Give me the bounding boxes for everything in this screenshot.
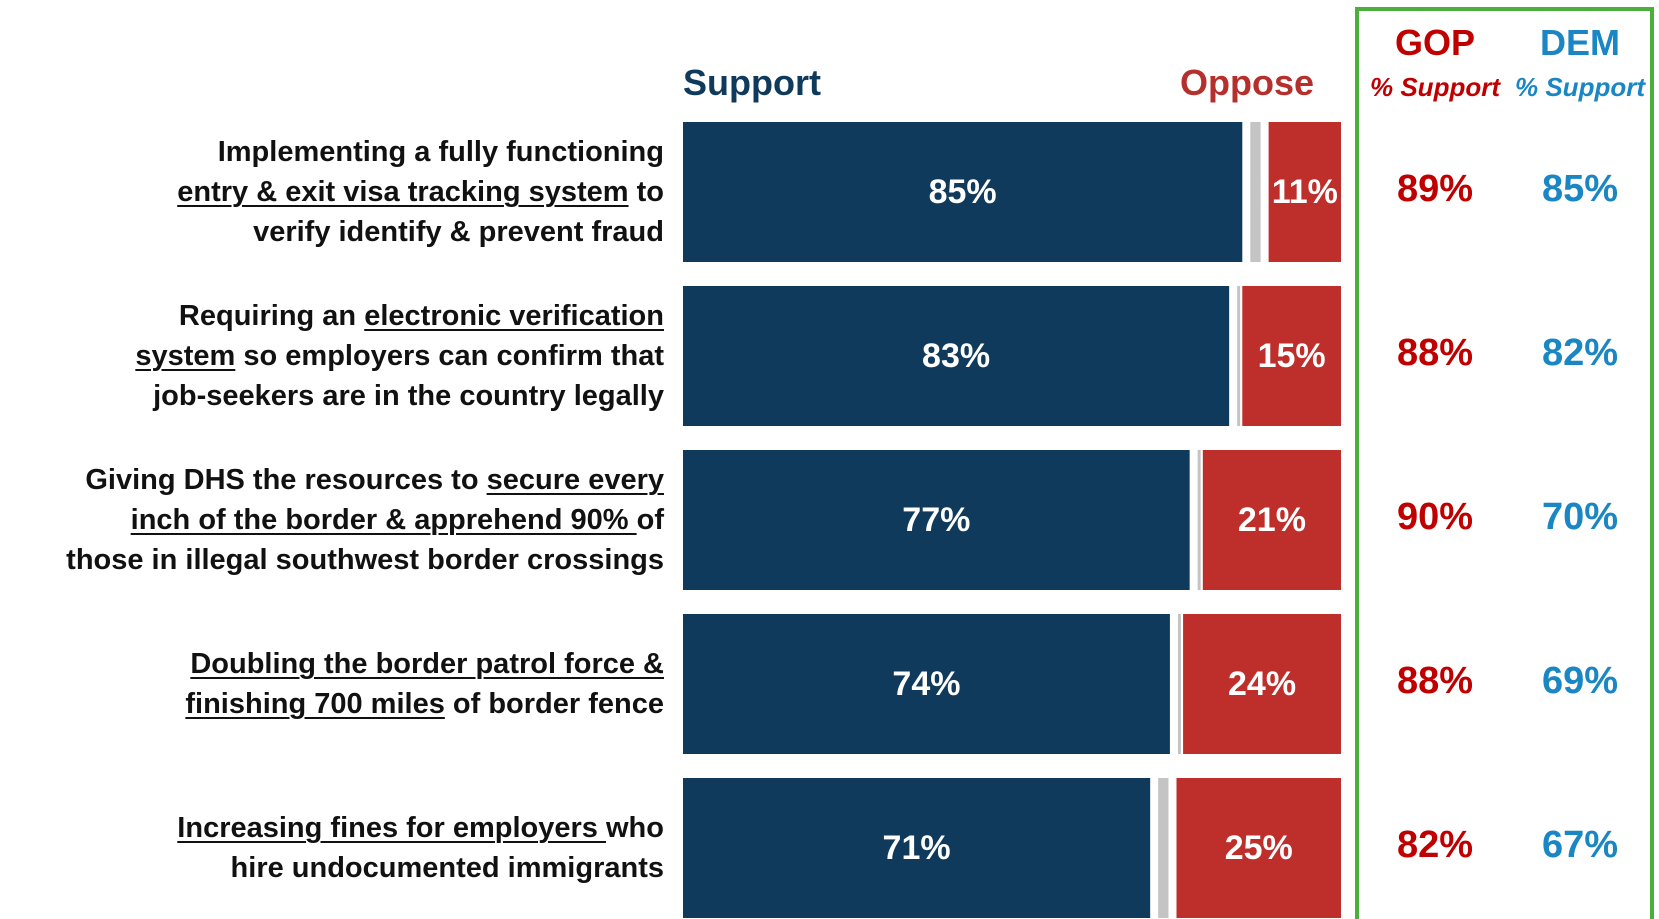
label-segment: hire undocumented immigrants	[230, 852, 664, 884]
neutral-bar	[1177, 614, 1181, 754]
oppose-bar	[1202, 450, 1341, 590]
support-value-label: 83%	[922, 337, 990, 375]
oppose-bar	[1183, 614, 1341, 754]
oppose-bar	[1176, 778, 1341, 918]
label-segment: those in illegal southwest border crossi…	[66, 544, 664, 576]
label-underlined-segment: inch of the border & apprehend 90%	[130, 504, 637, 536]
support-header: Support	[683, 62, 821, 103]
dem-header: DEM	[1540, 22, 1620, 63]
dem-support-value: 70%	[1541, 496, 1619, 538]
oppose-header: Oppose	[1180, 62, 1315, 103]
label-underlined-segment: electronic verification	[364, 300, 664, 332]
neutral-bar	[1197, 450, 1201, 590]
label-segment: Requiring an	[178, 300, 365, 332]
oppose-value-label: 25%	[1225, 829, 1293, 867]
oppose-value-label: 11%	[1272, 173, 1338, 211]
item-label: Implementing a fully functioning entry & …	[0, 132, 664, 252]
oppose-value-label: 24%	[1228, 665, 1296, 703]
support-bar	[683, 286, 1230, 426]
gop-support-value: 88%	[1396, 660, 1474, 702]
support-bar	[683, 122, 1243, 262]
label-underlined-segment: Doubling the border patrol force &	[190, 648, 664, 680]
label-segment: of border fence	[444, 688, 664, 720]
label-segment: so employers can confirm that	[235, 340, 664, 372]
dem-support-value: 82%	[1541, 332, 1619, 374]
label-underlined-segment: Increasing fines for employers	[177, 812, 606, 844]
neutral-bar	[1158, 778, 1169, 918]
label-underlined-segment: system	[135, 340, 236, 372]
label-underlined-segment: secure every	[486, 464, 664, 496]
neutral-bar	[1237, 286, 1241, 426]
item-label: Giving DHS the resources to secure every…	[0, 460, 664, 580]
item-label: Doubling the border patrol force & finish…	[0, 644, 664, 724]
support-value-label: 74%	[892, 665, 960, 703]
item-label: Requiring an electronic verification syst…	[0, 296, 664, 416]
dem-subheader: % Support	[1515, 72, 1645, 102]
label-segment: job-seekers are in the country legally	[153, 380, 664, 412]
neutral-bar	[1250, 122, 1261, 262]
support-value-label: 85%	[929, 173, 997, 211]
label-segment: Giving DHS the resources to	[85, 464, 487, 496]
party-support-box	[1355, 7, 1654, 919]
support-bar	[683, 614, 1170, 754]
oppose-value-label: 21%	[1238, 501, 1306, 539]
oppose-value-label: 15%	[1258, 337, 1326, 375]
dem-support-value: 69%	[1541, 660, 1619, 702]
oppose-bar	[1268, 122, 1341, 262]
label-segment: of	[636, 504, 664, 536]
support-bar	[683, 778, 1151, 918]
label-underlined-segment: entry & exit visa tracking system	[177, 176, 629, 208]
item-label: Increasing fines for employers who hire u…	[0, 808, 664, 888]
label-segment: verify identify & prevent fraud	[253, 216, 664, 248]
support-bar	[683, 450, 1190, 590]
gop-support-value: 89%	[1396, 168, 1474, 210]
dem-support-value: 85%	[1541, 168, 1619, 210]
gop-header: GOP	[1394, 22, 1475, 63]
support-value-label: 71%	[883, 829, 951, 867]
label-segment: to	[628, 176, 664, 208]
label-segment: Implementing a fully functioning	[217, 136, 664, 168]
label-underlined-segment: finishing 700 miles	[185, 688, 445, 720]
support-value-label: 77%	[902, 501, 970, 539]
gop-support-value: 88%	[1396, 332, 1474, 374]
dem-support-value: 67%	[1541, 824, 1619, 866]
gop-subheader: % Support	[1370, 72, 1500, 102]
label-segment: who	[606, 812, 664, 844]
oppose-bar	[1242, 286, 1341, 426]
gop-support-value: 82%	[1396, 824, 1474, 866]
gop-support-value: 90%	[1396, 496, 1474, 538]
